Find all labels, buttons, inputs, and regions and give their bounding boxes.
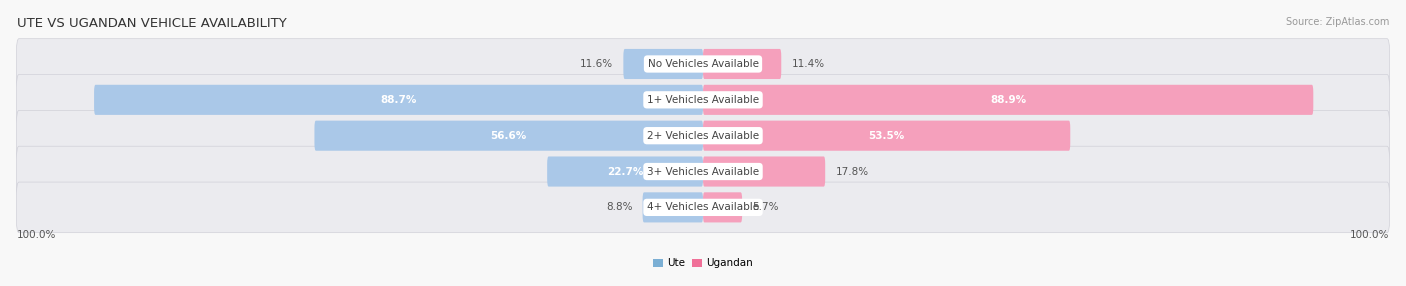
- FancyBboxPatch shape: [547, 156, 703, 186]
- Text: 2+ Vehicles Available: 2+ Vehicles Available: [647, 131, 759, 141]
- FancyBboxPatch shape: [17, 182, 1389, 233]
- FancyBboxPatch shape: [703, 192, 742, 223]
- Text: 11.6%: 11.6%: [579, 59, 613, 69]
- Text: 22.7%: 22.7%: [607, 166, 644, 176]
- Text: 3+ Vehicles Available: 3+ Vehicles Available: [647, 166, 759, 176]
- Text: 11.4%: 11.4%: [792, 59, 825, 69]
- FancyBboxPatch shape: [17, 39, 1389, 89]
- FancyBboxPatch shape: [17, 75, 1389, 125]
- FancyBboxPatch shape: [94, 85, 703, 115]
- FancyBboxPatch shape: [623, 49, 703, 79]
- Text: 53.5%: 53.5%: [869, 131, 905, 141]
- Text: 88.7%: 88.7%: [381, 95, 416, 105]
- Text: 1+ Vehicles Available: 1+ Vehicles Available: [647, 95, 759, 105]
- FancyBboxPatch shape: [703, 156, 825, 186]
- Legend: Ute, Ugandan: Ute, Ugandan: [648, 254, 758, 273]
- Text: 5.7%: 5.7%: [752, 202, 779, 212]
- FancyBboxPatch shape: [17, 146, 1389, 197]
- Text: 56.6%: 56.6%: [491, 131, 527, 141]
- Text: Source: ZipAtlas.com: Source: ZipAtlas.com: [1285, 17, 1389, 27]
- Text: 88.9%: 88.9%: [990, 95, 1026, 105]
- Text: 100.0%: 100.0%: [1350, 230, 1389, 240]
- Text: 17.8%: 17.8%: [835, 166, 869, 176]
- FancyBboxPatch shape: [17, 110, 1389, 161]
- FancyBboxPatch shape: [643, 192, 703, 223]
- Text: 100.0%: 100.0%: [17, 230, 56, 240]
- Text: 4+ Vehicles Available: 4+ Vehicles Available: [647, 202, 759, 212]
- Text: UTE VS UGANDAN VEHICLE AVAILABILITY: UTE VS UGANDAN VEHICLE AVAILABILITY: [17, 17, 287, 30]
- FancyBboxPatch shape: [703, 121, 1070, 151]
- FancyBboxPatch shape: [703, 49, 782, 79]
- FancyBboxPatch shape: [315, 121, 703, 151]
- Text: No Vehicles Available: No Vehicles Available: [648, 59, 758, 69]
- FancyBboxPatch shape: [703, 85, 1313, 115]
- Text: 8.8%: 8.8%: [606, 202, 633, 212]
